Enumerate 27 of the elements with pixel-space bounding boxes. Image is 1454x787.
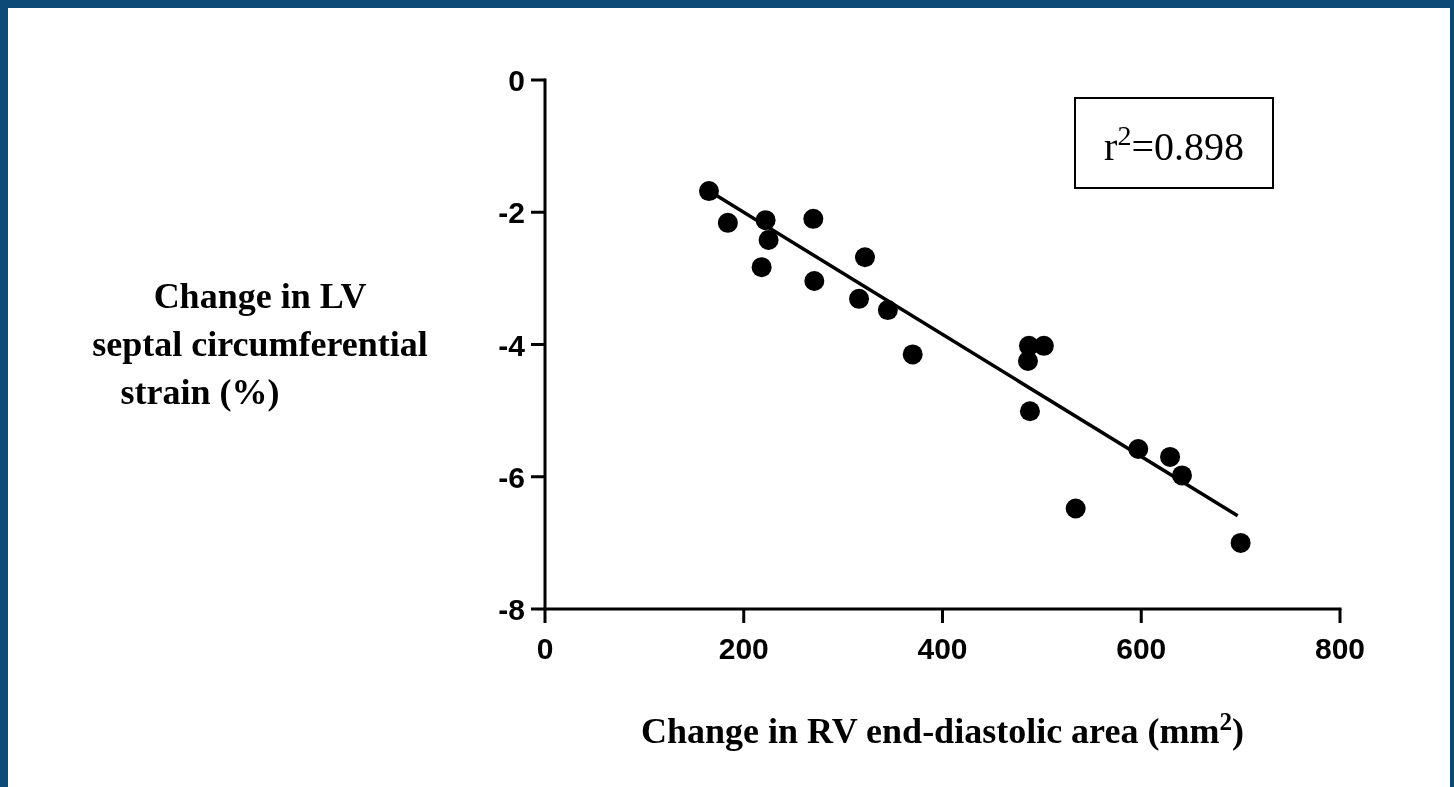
point: [1019, 401, 1040, 422]
y-tick-label: 0: [508, 64, 525, 97]
x-tick-label: 600: [1116, 632, 1167, 665]
y-tick-label: -2: [498, 196, 525, 230]
point: [758, 230, 779, 250]
point: [803, 208, 824, 229]
x-tick-label: 0: [536, 632, 554, 665]
point: [849, 288, 870, 309]
point: [1230, 532, 1251, 553]
point: [804, 271, 825, 291]
y-axis-title: Change in LV septal circumferential strain (%): [92, 276, 428, 412]
y-tick-label: -8: [498, 593, 525, 626]
point: [902, 344, 923, 365]
y-tick-label: -6: [498, 460, 525, 494]
point: [751, 257, 772, 278]
point: [1160, 446, 1181, 467]
x-tick-label: 400: [917, 632, 968, 665]
y-tick-label: -4: [498, 328, 526, 362]
annotation: r$^{2}$=0.898: [1104, 119, 1244, 169]
point: [717, 212, 738, 233]
point: [1065, 498, 1086, 519]
x-tick-label: 800: [1314, 632, 1366, 665]
x-tick-label: 200: [718, 632, 769, 665]
point: [854, 247, 875, 268]
point: [1017, 351, 1038, 372]
point: [1033, 335, 1054, 356]
x-axis-title: Change in RV end-diastolic area (mm$^{2}$): [640, 707, 1245, 751]
